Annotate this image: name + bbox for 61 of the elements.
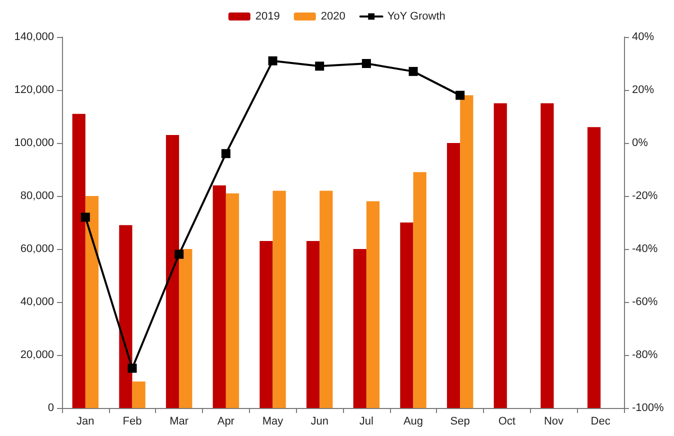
bar xyxy=(226,193,240,408)
bar xyxy=(85,196,99,408)
legend-label: 2019 xyxy=(255,10,280,22)
y-tick-label: 0 xyxy=(48,402,54,414)
y-tick-label: 100,000 xyxy=(14,137,54,149)
bar xyxy=(366,201,380,408)
bar xyxy=(587,127,601,408)
y2-tick-label: 20% xyxy=(632,84,654,96)
point xyxy=(268,56,278,66)
bar xyxy=(320,190,333,408)
x-tick-label: Aug xyxy=(403,416,424,428)
y-tick-label: 120,000 xyxy=(14,84,54,96)
x-tick-label: Mar xyxy=(170,416,189,428)
x-tick-label: May xyxy=(262,416,284,428)
x-tick-label: Apr xyxy=(217,416,235,428)
x-tick-label: Oct xyxy=(498,416,516,428)
bar xyxy=(72,114,86,408)
y2-tick-label: -80% xyxy=(632,349,658,361)
y2-tick-label: -100% xyxy=(632,402,664,414)
y-tick-label: 60,000 xyxy=(20,243,54,255)
bar xyxy=(400,222,414,408)
bar xyxy=(306,241,320,408)
point xyxy=(80,212,90,222)
y2-tick-label: -40% xyxy=(632,243,658,255)
point xyxy=(362,59,371,68)
bar xyxy=(119,225,132,408)
bar xyxy=(179,249,192,408)
bar xyxy=(212,185,226,408)
y-tick-label: 140,000 xyxy=(14,31,54,43)
y2-tick-label: -60% xyxy=(632,296,658,308)
x-tick-label: Jul xyxy=(359,416,374,428)
y-tick-label: 80,000 xyxy=(20,190,54,202)
x-tick-label: Sep xyxy=(450,416,470,428)
bar xyxy=(353,249,366,408)
bar xyxy=(460,95,474,408)
point xyxy=(456,90,465,100)
y-tick-label: 40,000 xyxy=(20,296,54,308)
bar xyxy=(272,190,286,408)
point xyxy=(315,62,324,71)
y2-tick-label: 0% xyxy=(632,137,648,149)
x-tick-label: Nov xyxy=(544,416,564,428)
point xyxy=(408,66,418,76)
x-tick-label: Dec xyxy=(590,416,611,428)
y-tick-label: 20,000 xyxy=(20,349,54,361)
bar xyxy=(166,135,180,408)
point xyxy=(174,250,184,259)
legend-label: YoY Growth xyxy=(387,10,446,22)
point xyxy=(221,149,230,158)
x-tick-label: Feb xyxy=(122,416,142,428)
y2-tick-label: -20% xyxy=(632,190,658,202)
bar xyxy=(132,382,146,408)
bar xyxy=(446,143,460,408)
bar xyxy=(413,172,426,408)
x-tick-label: Jun xyxy=(310,416,328,428)
bar xyxy=(260,241,273,408)
bar xyxy=(494,103,507,408)
point xyxy=(128,364,137,373)
legend-label: 2020 xyxy=(320,10,346,22)
y2-tick-label: 40% xyxy=(632,31,654,43)
bar xyxy=(540,103,554,408)
x-tick-label: Jan xyxy=(76,416,94,428)
